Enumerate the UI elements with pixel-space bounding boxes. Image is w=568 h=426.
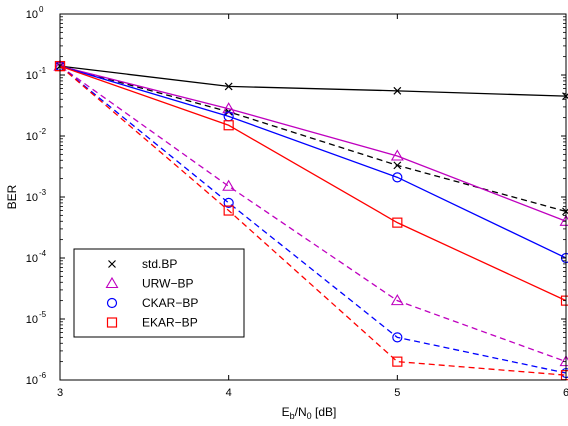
series-line bbox=[59, 65, 567, 213]
data-point bbox=[393, 86, 402, 95]
x-axis-label-sub1: b bbox=[290, 411, 295, 421]
series-0 bbox=[56, 62, 568, 101]
data-point bbox=[390, 294, 404, 306]
series-line bbox=[59, 65, 567, 302]
data-point bbox=[562, 207, 568, 216]
data-point bbox=[559, 355, 568, 367]
series-line bbox=[59, 65, 567, 97]
x-axis-label-main: E bbox=[282, 405, 290, 419]
data-point bbox=[223, 197, 234, 209]
legend-label: EKAR−BP bbox=[142, 316, 198, 330]
y-tick-label: 10-1 bbox=[26, 66, 47, 82]
x-tick-label: 4 bbox=[226, 387, 232, 399]
y-tick-label: 10-6 bbox=[26, 371, 47, 387]
data-point bbox=[392, 332, 403, 343]
y-tick-label: 10-3 bbox=[26, 188, 47, 204]
x-axis-label-tail: [dB] bbox=[312, 405, 337, 419]
data-point bbox=[392, 356, 403, 367]
data-point bbox=[223, 205, 234, 216]
legend-marker-x bbox=[108, 260, 116, 268]
x-tick-label: 5 bbox=[394, 387, 400, 399]
data-point bbox=[390, 149, 404, 161]
legend-label: CKAR−BP bbox=[142, 296, 198, 310]
legend-marker-triangle bbox=[105, 276, 119, 289]
series-line bbox=[59, 65, 567, 222]
series-line bbox=[59, 65, 567, 363]
x-tick-label: 6 bbox=[563, 387, 568, 399]
data-point bbox=[392, 217, 403, 228]
series-line bbox=[59, 65, 567, 374]
y-axis-label: BER bbox=[5, 184, 19, 209]
legend-marker-square bbox=[106, 317, 118, 328]
y-tick-label: 100 bbox=[26, 5, 44, 21]
series-line bbox=[59, 65, 567, 259]
x-axis-label: Eb/N0 [dB] bbox=[282, 405, 337, 421]
data-point bbox=[222, 102, 236, 114]
y-tick-label: 10-2 bbox=[26, 127, 47, 143]
x-tick-label: 3 bbox=[57, 387, 63, 399]
x-axis-label-mid: /N bbox=[295, 405, 307, 419]
legend-marker-circle bbox=[106, 297, 118, 309]
y-tick-label: 10-4 bbox=[26, 249, 47, 265]
legend: std.BP URW−BP CKAR−BP EKAR−BP bbox=[73, 248, 245, 338]
legend-label: std.BP bbox=[142, 257, 177, 271]
y-tick-label: 10-5 bbox=[26, 310, 47, 326]
series-line bbox=[59, 65, 567, 376]
data-point bbox=[224, 82, 233, 91]
data-point bbox=[393, 161, 402, 170]
data-point bbox=[223, 120, 234, 131]
x-axis-label-sub2: 0 bbox=[307, 411, 312, 421]
data-point bbox=[222, 179, 236, 191]
legend-label: URW−BP bbox=[142, 277, 193, 291]
legend-box bbox=[73, 248, 245, 338]
data-point bbox=[392, 172, 403, 183]
plot-data-layer bbox=[53, 59, 568, 381]
axis-ticks: 3 4 5 6 100 10-1 10-2 10-3 10-4 10-5 10-6 bbox=[26, 5, 568, 399]
